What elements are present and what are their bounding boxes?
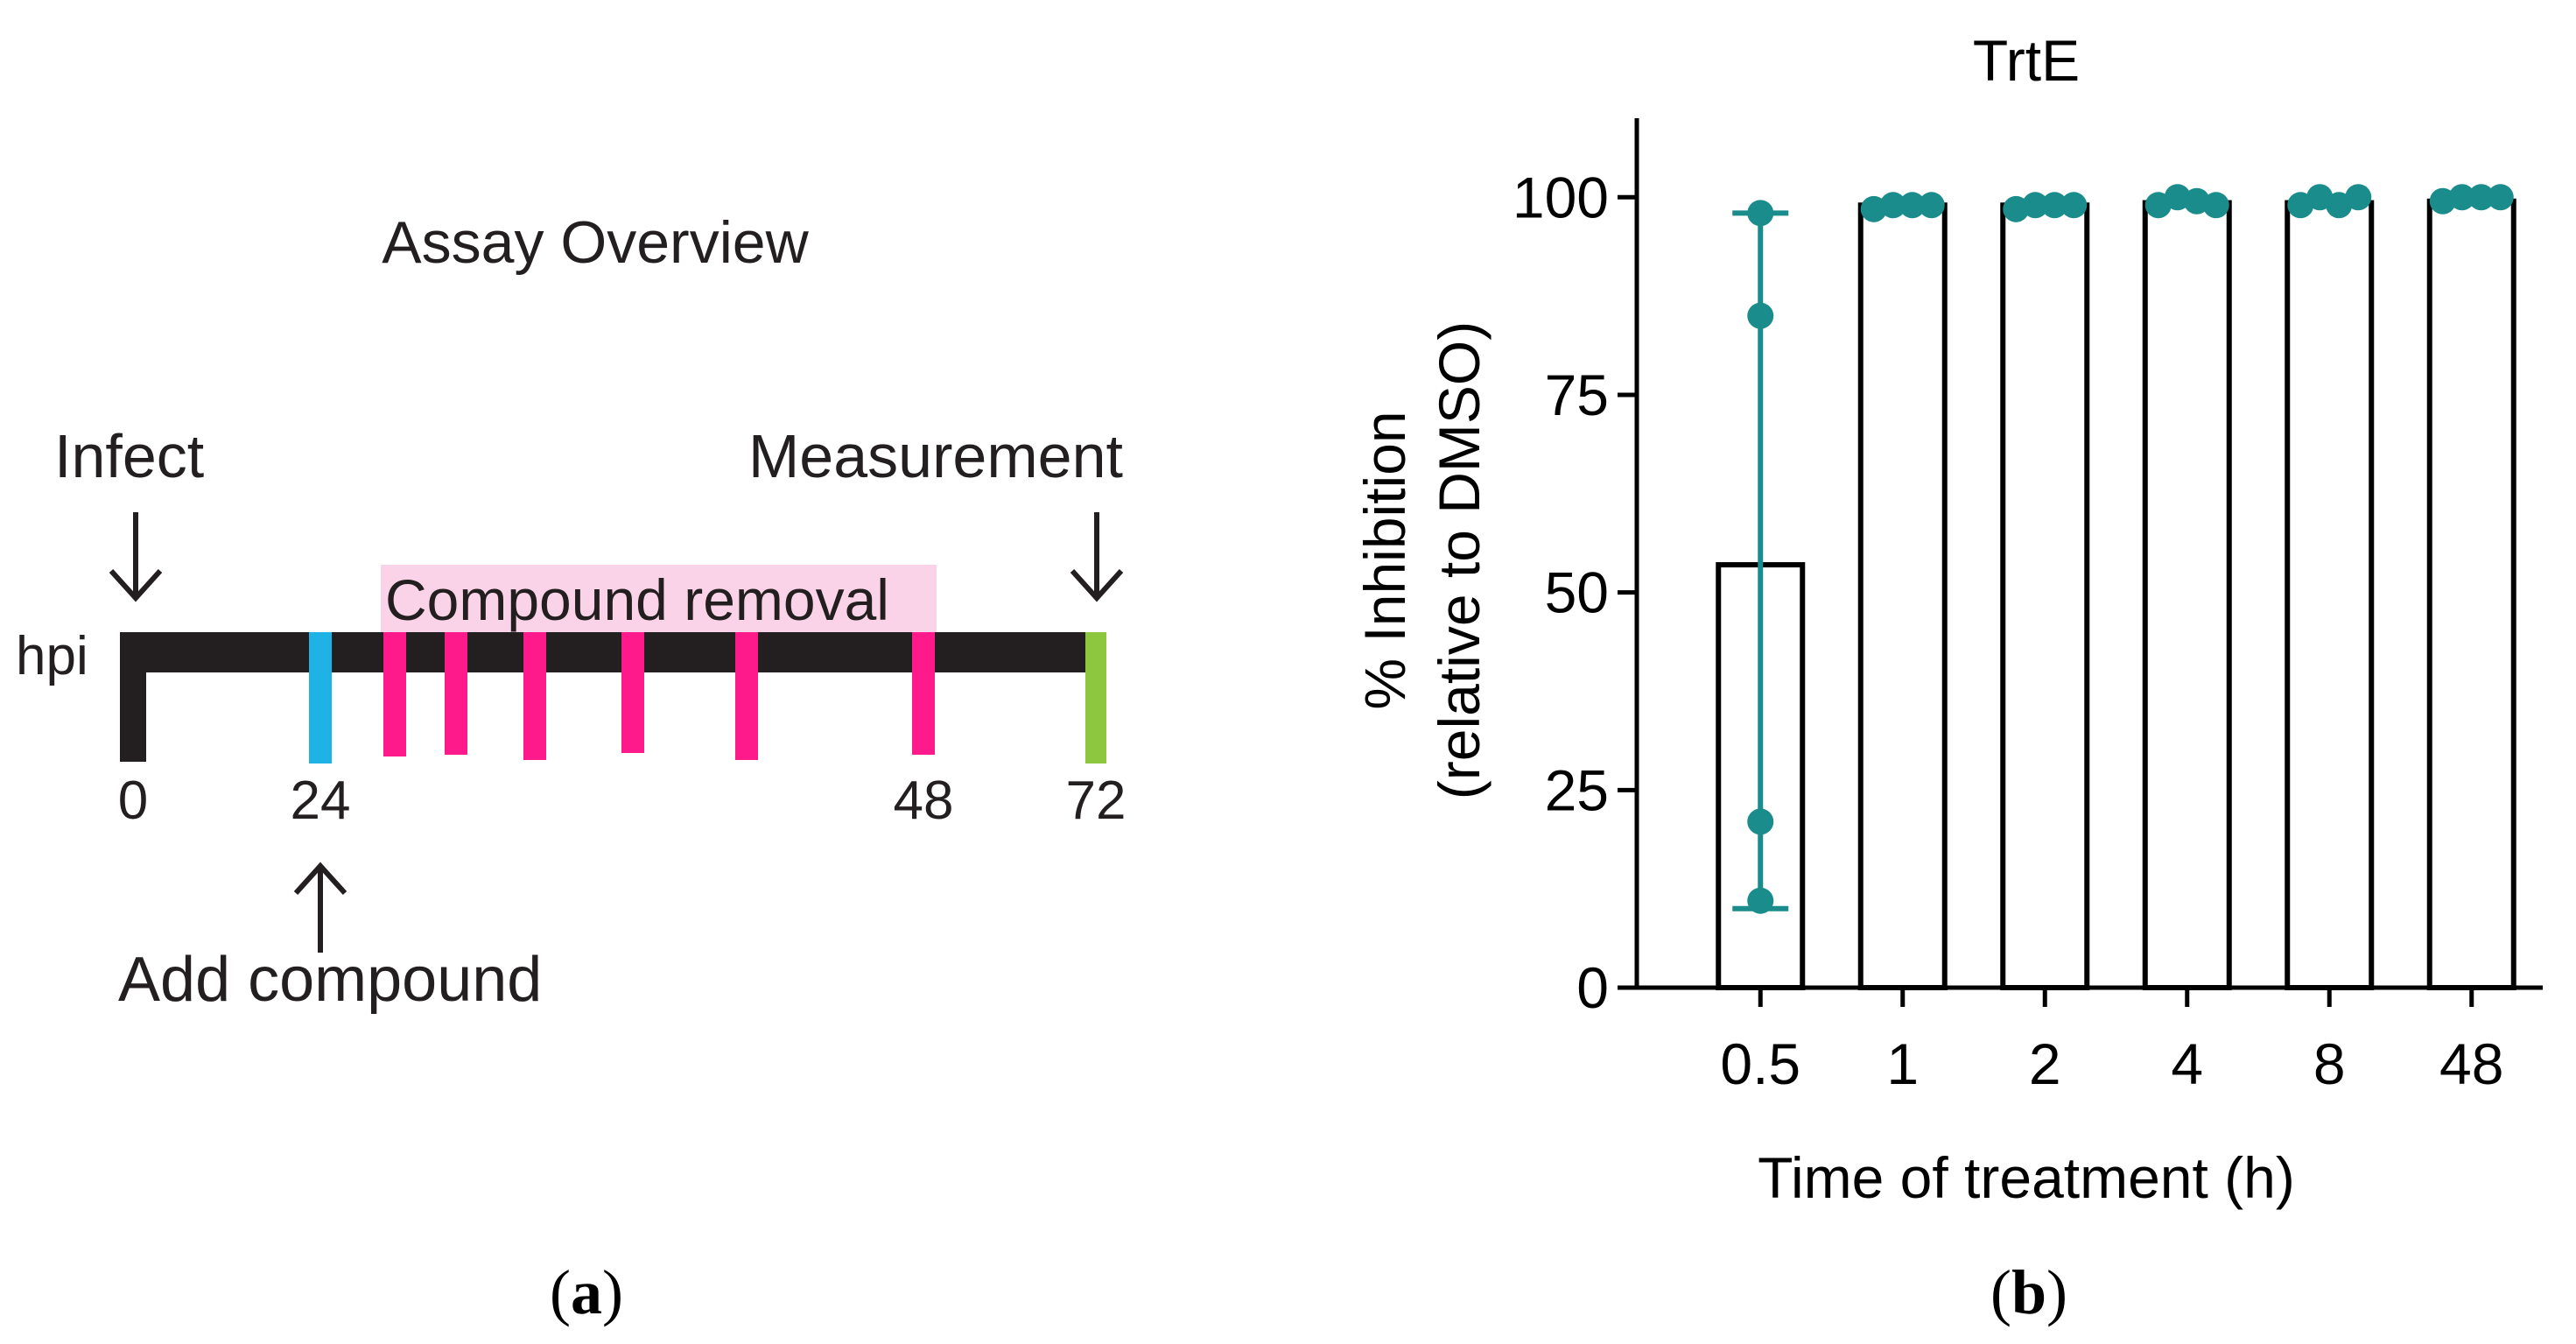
add-compound-arrow xyxy=(293,862,347,953)
removal-marker xyxy=(523,632,546,760)
data-point xyxy=(2448,184,2475,211)
chart-title: TrtE xyxy=(1973,28,2080,93)
y-tick-label: 0 xyxy=(1576,955,1609,1020)
x-tick-label: 8 xyxy=(2313,1031,2346,1096)
measurement-arrow xyxy=(1070,512,1124,602)
x-axis-label: Time of treatment (h) xyxy=(1758,1145,2295,1210)
panel-a: Assay Overview Infect Measurement Compou… xyxy=(16,209,1126,1327)
data-point xyxy=(2345,184,2372,211)
hpi-label: hpi xyxy=(16,626,88,686)
data-point xyxy=(2041,192,2068,219)
y-axis-label-line1: % Inhibition xyxy=(1352,411,1417,709)
compound-removal-label: Compound removal xyxy=(385,567,889,632)
x-tick-label: 1 xyxy=(1886,1031,1919,1096)
data-point xyxy=(2060,192,2088,219)
add-compound-marker xyxy=(309,632,332,763)
timeline-start-stem xyxy=(120,632,146,762)
x-tick-label: 4 xyxy=(2171,1031,2203,1096)
timeline-bar xyxy=(120,632,1100,672)
bar xyxy=(2285,200,2375,991)
bar xyxy=(1857,202,1948,991)
x-axis: 0.5 1 2 4 8 48 xyxy=(1637,985,2543,1096)
x-tick-label: 48 xyxy=(2439,1031,2503,1096)
y-tick-label: 75 xyxy=(1545,362,1609,427)
timepoint-72: 72 xyxy=(1066,771,1127,831)
panel-a-label: (a) xyxy=(550,1257,623,1327)
data-point xyxy=(1918,192,1945,219)
y-axis: 0 25 50 75 100 xyxy=(1513,118,1639,1020)
timepoint-24: 24 xyxy=(291,771,351,831)
removal-marker xyxy=(735,632,758,760)
x-tick-label: 2 xyxy=(2029,1031,2061,1096)
data-point xyxy=(2487,184,2514,211)
removal-marker xyxy=(383,632,406,756)
data-point xyxy=(2022,192,2049,219)
y-tick-label: 50 xyxy=(1545,560,1609,625)
data-points xyxy=(1747,184,2514,914)
y-tick-label: 25 xyxy=(1545,757,1609,822)
assay-title: Assay Overview xyxy=(382,209,809,276)
bar xyxy=(2142,200,2232,991)
y-axis-label-line2: (relative to DMSO) xyxy=(1427,321,1492,799)
bars xyxy=(1716,198,2516,991)
x-tick-label: 0.5 xyxy=(1720,1031,1800,1096)
data-point xyxy=(1747,808,1774,835)
data-point xyxy=(1879,192,1906,219)
bar xyxy=(2000,202,2090,991)
measurement-label: Measurement xyxy=(748,422,1123,490)
removal-marker xyxy=(621,632,644,753)
removal-marker xyxy=(912,632,935,755)
y-tick-label: 100 xyxy=(1513,165,1609,229)
removal-marker xyxy=(445,632,467,755)
infect-arrow xyxy=(109,512,163,602)
data-point xyxy=(1747,200,1774,227)
data-point xyxy=(1747,302,1774,329)
timepoint-48: 48 xyxy=(894,771,954,831)
infect-label: Infect xyxy=(54,422,204,490)
panel-b-label: (b) xyxy=(1990,1257,2067,1327)
data-point xyxy=(1747,887,1774,914)
add-compound-label: Add compound xyxy=(118,945,542,1015)
data-point xyxy=(2202,192,2229,219)
measurement-marker xyxy=(1085,632,1106,763)
timepoint-0: 0 xyxy=(118,771,148,831)
compound-removal-band xyxy=(381,565,937,633)
bar xyxy=(2426,198,2516,990)
data-point xyxy=(1899,192,1926,219)
data-point xyxy=(2467,184,2495,211)
error-bars xyxy=(1732,196,2500,911)
